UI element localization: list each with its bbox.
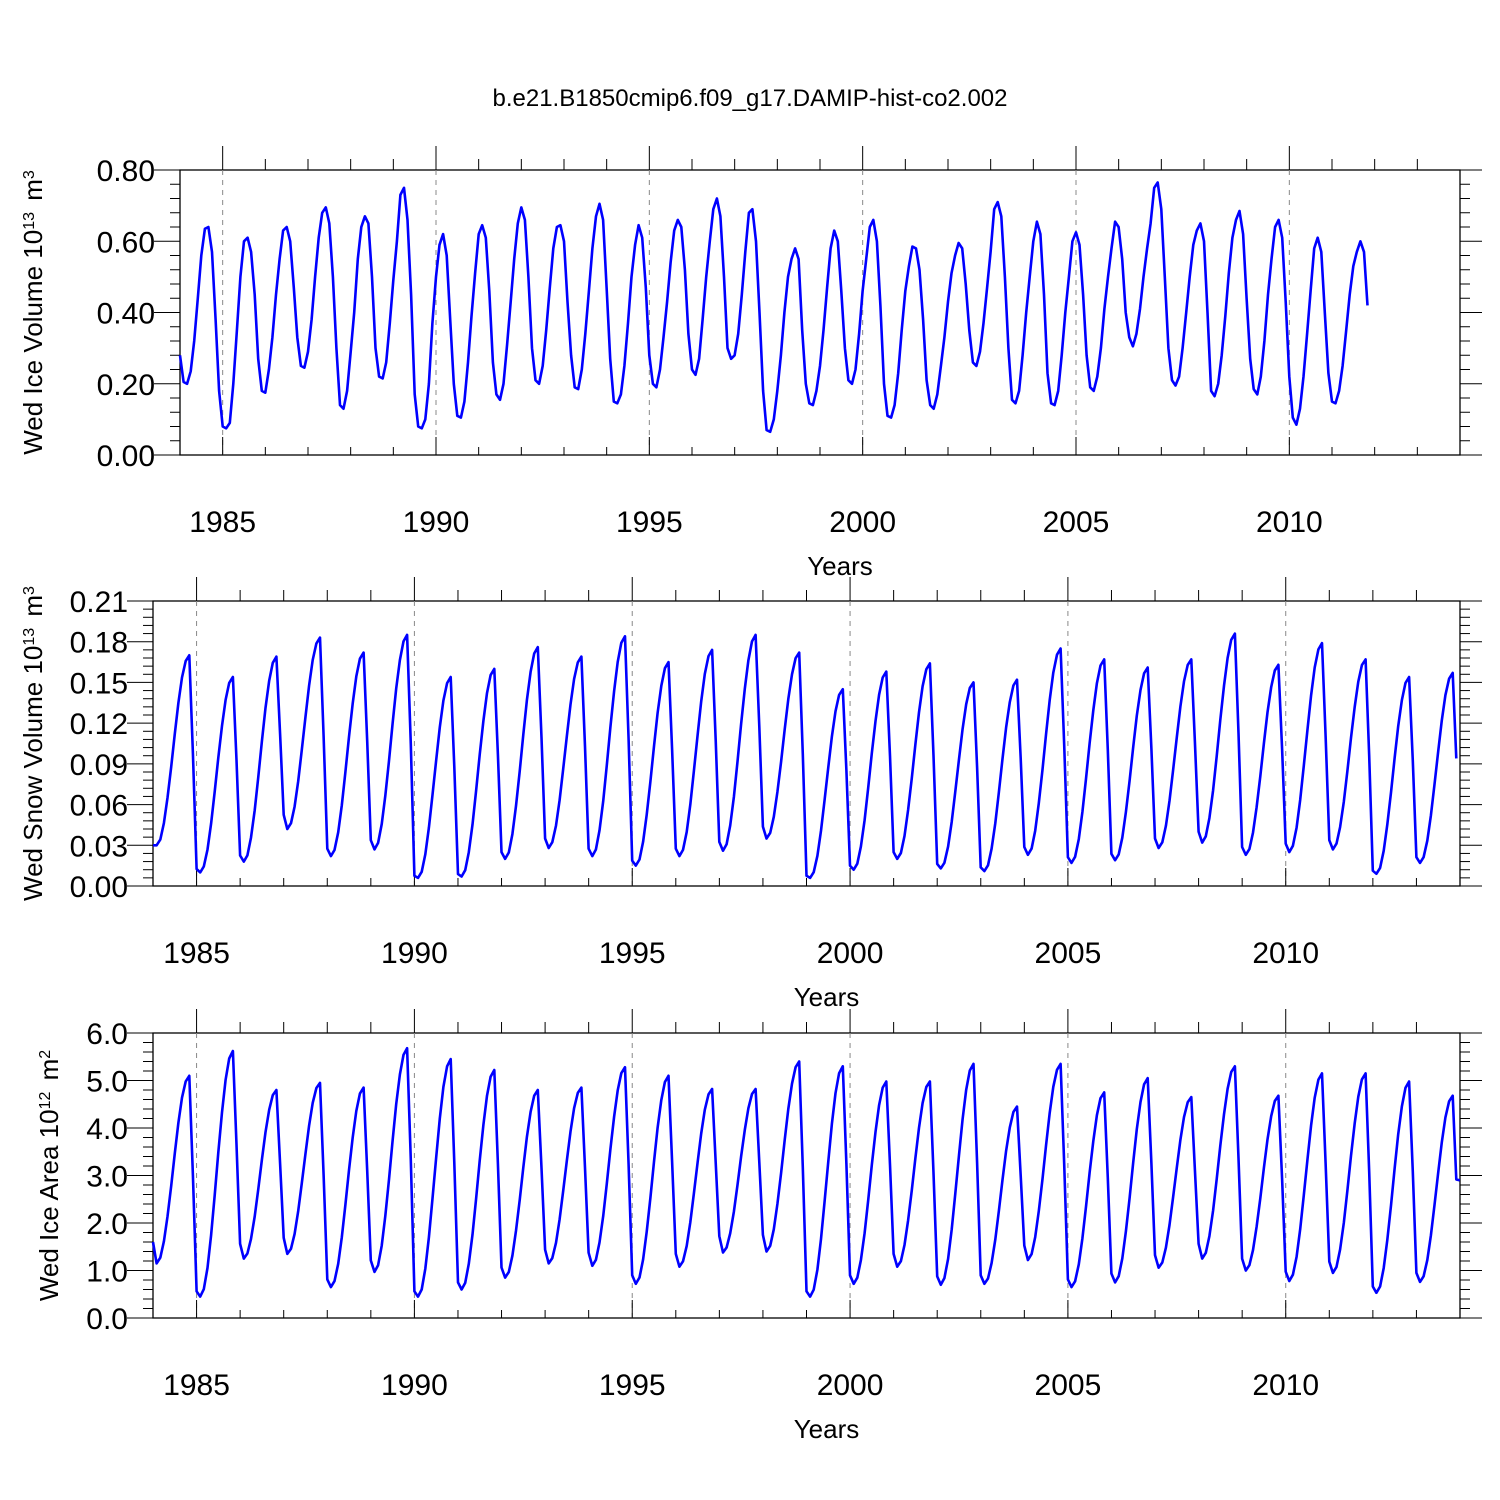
- y-tick-label: 6.0: [86, 1018, 128, 1051]
- x-grid: [222, 170, 1290, 455]
- y-tick-label: 2.0: [86, 1208, 128, 1241]
- y-tick-label: 3.0: [86, 1161, 128, 1194]
- panel-snow-volume: 1985 1990 1995 2000 2005 2010 0.00 0.03 0.06 0.09…: [18, 577, 1482, 1012]
- y-tick-label: 0.20: [97, 369, 155, 402]
- x-tick-label: 1995: [616, 506, 683, 539]
- x-tick-label: 1990: [403, 506, 470, 539]
- x-axis-label: Years: [807, 551, 873, 581]
- figure-title: b.e21.B1850cmip6.f09_g17.DAMIP-hist-co2.…: [493, 85, 1008, 112]
- y-tick-label: 0.09: [70, 749, 128, 782]
- y-tick-label: 0.00: [97, 440, 155, 473]
- y-tick-label: 0.80: [97, 155, 155, 188]
- ticks: [154, 146, 1482, 456]
- series-line: [151, 1046, 1461, 1298]
- y-tick-label: 5.0: [86, 1066, 128, 1099]
- ticks: [127, 577, 1482, 887]
- y-tick-label: 0.12: [70, 708, 128, 741]
- tick-labels: 1985 1990 1995 2000 2005 2010 0.00 0.03 0.06 0.09…: [70, 586, 1319, 970]
- x-tick-label: 2005: [1035, 1369, 1102, 1402]
- x-tick-label: 2005: [1035, 937, 1102, 970]
- tick-labels: 1985 1990 1995 2000 2005 2010 0.0 1.0 2.0 3.0 4.0 5…: [86, 1018, 1319, 1402]
- x-tick-label: 1985: [163, 1369, 230, 1402]
- y-axis-label: Wed Snow Volume 1013 m3: [18, 586, 48, 901]
- tick-labels: 1985 1990 1995 2000 2005 2010 0.00 0.20 0.40 0.60…: [97, 155, 1323, 539]
- y-tick-label: 0.03: [70, 830, 128, 863]
- y-tick-label: 0.60: [97, 226, 155, 259]
- x-tick-label: 1990: [381, 1369, 448, 1402]
- y-tick-label: 0.40: [97, 298, 155, 331]
- panel-ice-volume: 1985 1990 1995 2000 2005 2010 0.00 0.20 0.40 0.60…: [18, 146, 1482, 581]
- series-line: [178, 181, 1369, 434]
- x-tick-label: 2010: [1252, 937, 1319, 970]
- x-tick-label: 2010: [1256, 506, 1323, 539]
- y-tick-label: 0.06: [70, 790, 128, 823]
- x-tick-label: 2000: [829, 506, 896, 539]
- x-tick-label: 1995: [599, 937, 666, 970]
- x-tick-label: 2000: [817, 937, 884, 970]
- y-tick-label: 4.0: [86, 1113, 128, 1146]
- y-tick-label: 0.00: [70, 871, 128, 904]
- y-tick-label: 0.15: [70, 667, 128, 700]
- y-tick-label: 0.21: [70, 586, 128, 619]
- y-axis-label: Wed Ice Volume 1013 m3: [18, 170, 48, 455]
- y-tick-label: 0.0: [86, 1303, 128, 1336]
- y-tick-label: 1.0: [86, 1256, 128, 1289]
- y-tick-label: 0.18: [70, 627, 128, 660]
- plot-frame: [179, 169, 1461, 456]
- x-axis-label: Years: [794, 982, 860, 1012]
- x-tick-label: 1985: [189, 506, 256, 539]
- x-tick-label: 2005: [1043, 506, 1110, 539]
- x-tick-label: 1990: [381, 937, 448, 970]
- x-tick-label: 1995: [599, 1369, 666, 1402]
- x-axis-label: Years: [794, 1414, 860, 1444]
- ticks: [127, 1009, 1482, 1319]
- panel-ice-area: 1985 1990 1995 2000 2005 2010 0.0 1.0 2.0 3.0 4.0 5…: [34, 1009, 1482, 1444]
- series-line: [153, 632, 1458, 880]
- x-tick-label: 1985: [163, 937, 230, 970]
- x-grid: [196, 601, 1287, 886]
- x-tick-label: 2010: [1252, 1369, 1319, 1402]
- x-grid: [196, 1033, 1287, 1318]
- y-axis-label: Wed Ice Area 1012 m2: [34, 1050, 64, 1301]
- x-tick-label: 2000: [817, 1369, 884, 1402]
